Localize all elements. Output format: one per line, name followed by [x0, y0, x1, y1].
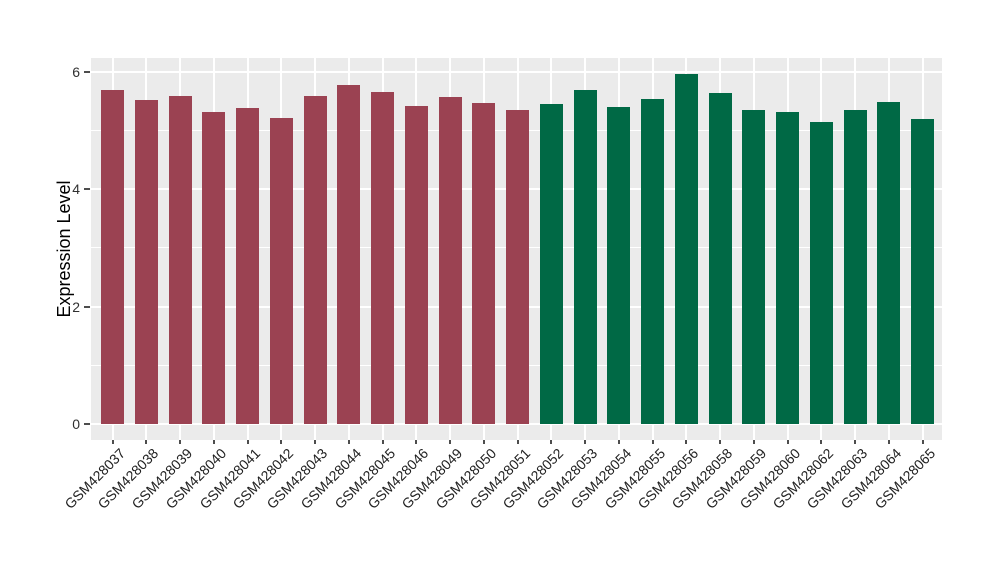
x-tick-mark-GSM428055: [651, 440, 654, 444]
x-tick-mark-GSM428051: [516, 440, 519, 444]
x-tick-mark-GSM428037: [111, 440, 114, 444]
x-tick-mark-GSM428062: [820, 440, 823, 444]
y-axis-title: Expression Level: [54, 180, 74, 318]
bar-GSM428044: [337, 84, 361, 424]
bar-GSM428063: [843, 110, 867, 424]
bar-GSM428053: [573, 90, 597, 424]
x-tick-mark-GSM428059: [752, 440, 755, 444]
bar-GSM428040: [202, 111, 226, 424]
y-tick-label-2: 2: [72, 298, 80, 315]
y-tick-mark-6: [84, 70, 90, 73]
bar-GSM428060: [776, 112, 799, 424]
plot-panel: [91, 58, 942, 440]
x-tick-mark-GSM428041: [246, 440, 249, 444]
x-tick-mark-GSM428038: [145, 440, 148, 444]
x-tick-mark-GSM428054: [617, 440, 620, 444]
x-tick-mark-GSM428060: [786, 440, 789, 444]
x-tick-mark-GSM428049: [449, 440, 451, 444]
x-tick-mark-GSM428065: [921, 440, 924, 444]
x-tick-mark-GSM428058: [719, 440, 721, 444]
y-tick-mark-0: [84, 423, 90, 425]
bar-GSM428062: [809, 121, 833, 424]
x-tick-mark-GSM428040: [212, 440, 215, 444]
bar-GSM428056: [674, 73, 698, 424]
y-tick-mark-4: [84, 188, 90, 191]
bar-GSM428055: [641, 99, 664, 424]
x-tick-mark-GSM428042: [280, 440, 283, 444]
bar-GSM428064: [877, 101, 901, 424]
bar-GSM428045: [371, 91, 394, 424]
bar-GSM428046: [404, 106, 428, 424]
x-tick-mark-GSM428039: [179, 440, 181, 444]
bar-GSM428039: [168, 96, 192, 424]
bar-GSM428054: [607, 107, 631, 424]
x-tick-mark-GSM428053: [584, 440, 586, 444]
x-tick-mark-GSM428046: [415, 440, 418, 444]
x-tick-mark-GSM428052: [550, 440, 553, 444]
x-tick-mark-GSM428045: [381, 440, 384, 444]
bar-GSM428065: [911, 118, 934, 424]
bar-GSM428051: [506, 109, 529, 424]
bar-GSM428058: [708, 93, 732, 424]
bar-GSM428049: [438, 97, 462, 424]
bar-GSM428041: [236, 107, 259, 424]
x-tick-mark-GSM428063: [854, 440, 856, 444]
y-tick-label-6: 6: [72, 63, 80, 80]
x-tick-mark-GSM428056: [685, 440, 688, 444]
bar-GSM428052: [539, 104, 563, 424]
bar-GSM428037: [101, 89, 124, 424]
x-tick-mark-GSM428064: [887, 440, 890, 444]
x-tick-mark-GSM428043: [314, 440, 316, 444]
y-tick-label-4: 4: [72, 181, 80, 198]
x-tick-mark-GSM428044: [347, 440, 350, 444]
bar-GSM428050: [472, 103, 496, 424]
bar-GSM428059: [742, 109, 766, 424]
x-tick-mark-GSM428050: [482, 440, 485, 444]
bar-GSM428043: [303, 96, 327, 424]
y-tick-label-0: 0: [72, 416, 80, 432]
y-tick-mark-2: [84, 305, 90, 308]
bar-GSM428038: [134, 99, 158, 424]
bar-GSM428042: [269, 118, 293, 424]
